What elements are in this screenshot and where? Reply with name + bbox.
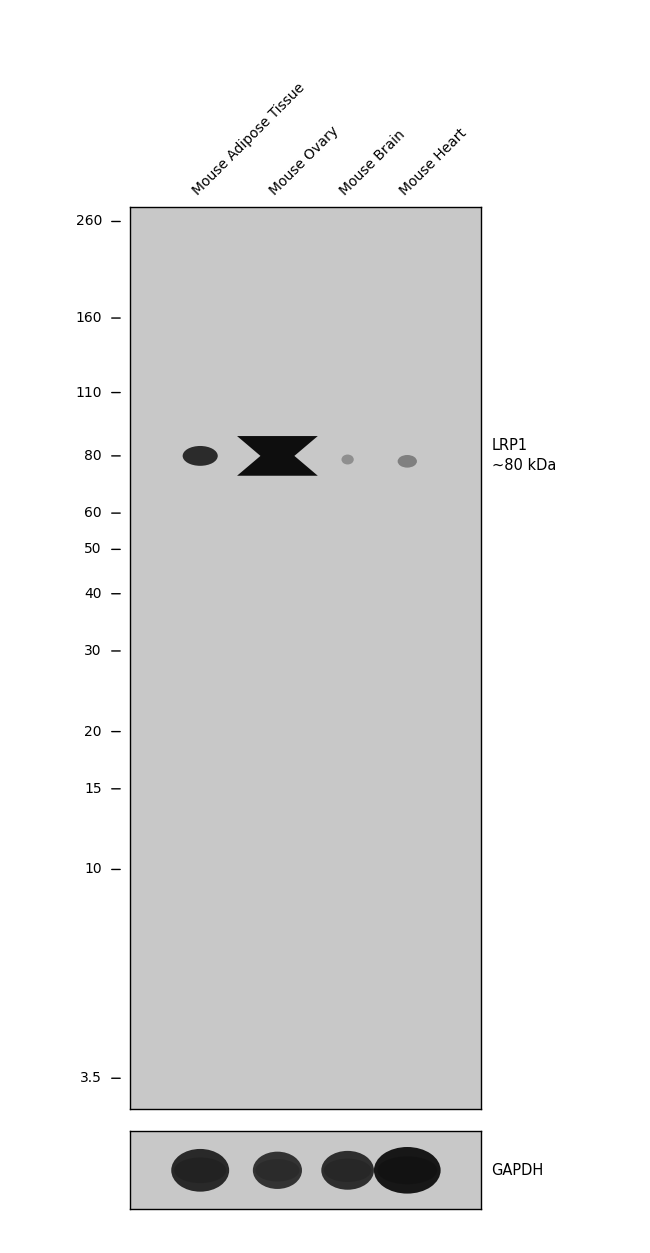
Text: 50: 50 [84,543,102,556]
Ellipse shape [341,455,354,465]
Ellipse shape [374,1146,441,1194]
Text: Mouse Ovary: Mouse Ovary [268,124,342,198]
Ellipse shape [253,1152,302,1189]
Text: 20: 20 [84,724,102,738]
Text: 3.5: 3.5 [80,1071,102,1085]
Ellipse shape [183,446,218,466]
Text: 160: 160 [75,311,102,325]
Polygon shape [237,436,318,476]
Ellipse shape [377,1157,437,1184]
Text: 80: 80 [84,449,102,462]
Ellipse shape [174,1158,226,1183]
Text: 10: 10 [84,862,102,876]
Ellipse shape [324,1159,371,1182]
Text: GAPDH: GAPDH [491,1163,544,1178]
Text: Mouse Adipose Tissue: Mouse Adipose Tissue [190,80,307,198]
Text: 60: 60 [84,506,102,520]
Text: 30: 30 [84,644,102,658]
Ellipse shape [321,1150,374,1190]
Ellipse shape [398,455,417,467]
Text: 40: 40 [84,586,102,600]
Text: 110: 110 [75,386,102,400]
Text: LRP1
~80 kDa: LRP1 ~80 kDa [491,439,556,474]
Ellipse shape [171,1149,229,1192]
Text: Mouse Brain: Mouse Brain [338,127,408,198]
Text: 15: 15 [84,782,102,796]
Text: 260: 260 [75,214,102,228]
Text: Mouse Heart: Mouse Heart [397,125,469,198]
Ellipse shape [255,1159,300,1182]
